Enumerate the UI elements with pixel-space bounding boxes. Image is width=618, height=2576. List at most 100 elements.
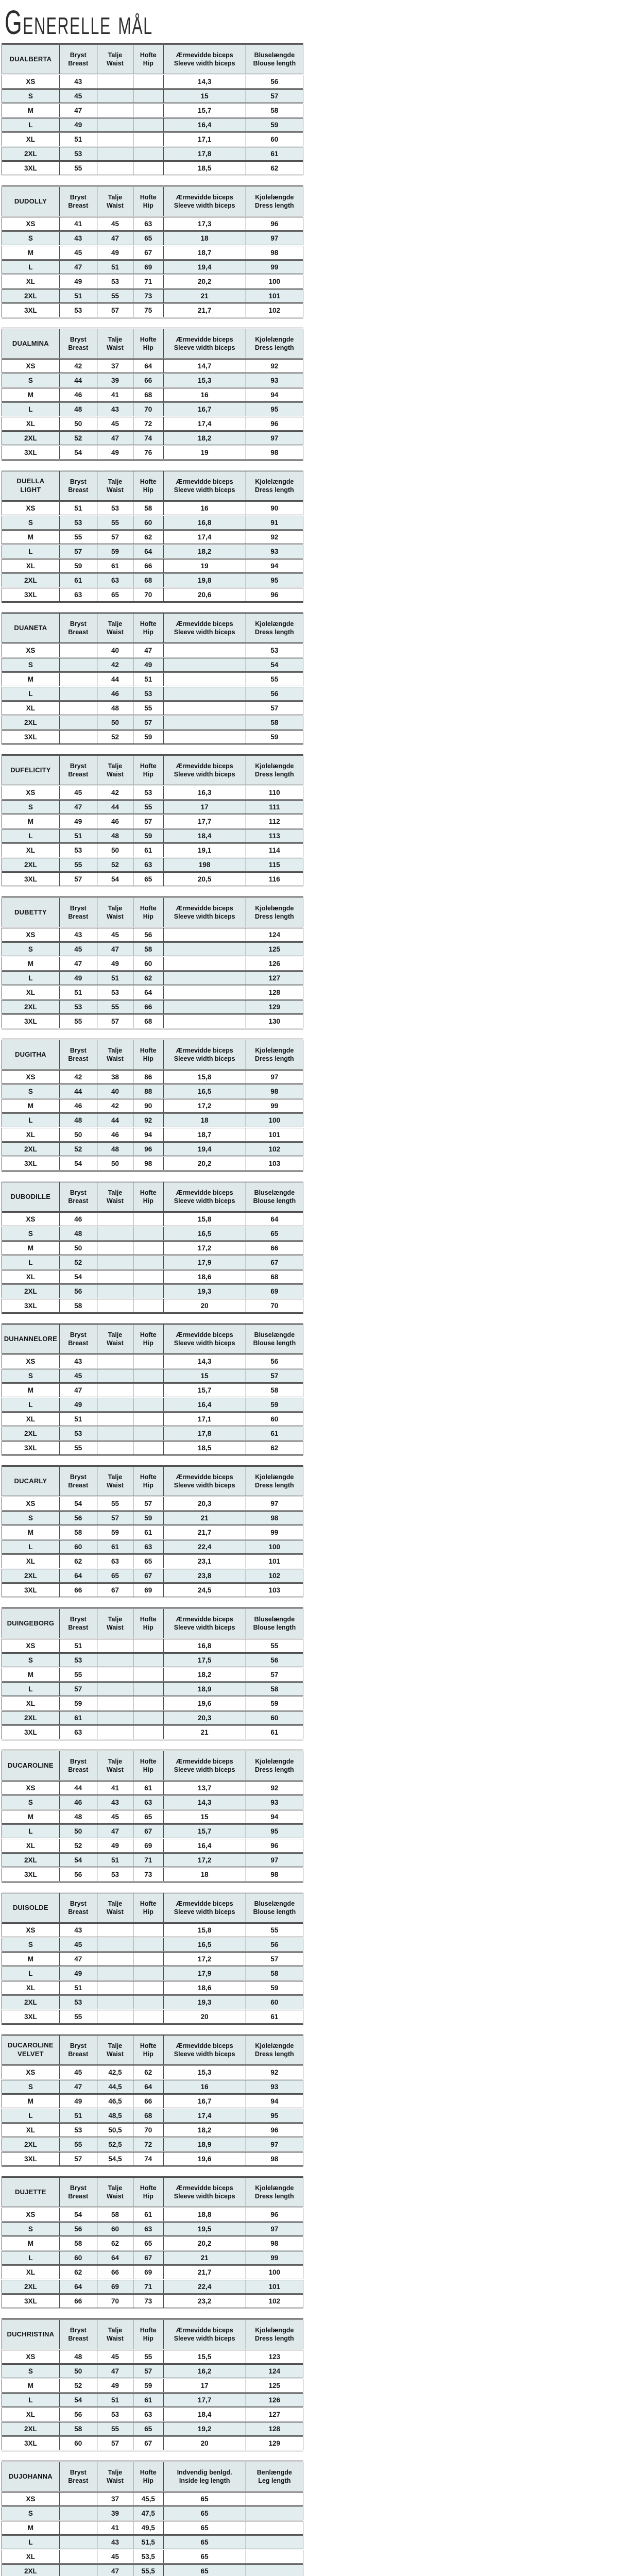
size-table-dualmina: DUALMINA Bryst Breast Talje Waist Hofte Hip Ærm…: [2, 328, 304, 461]
size-label: M: [2, 1240, 60, 1256]
measurement-value: [96, 117, 134, 133]
measurement-value: 42: [96, 785, 134, 801]
measurement-value: [133, 1965, 164, 1981]
measurement-value: 53: [59, 1652, 97, 1668]
measurement-value: 67: [133, 1823, 164, 1839]
size-table-duisolde: DUISOLDE Bryst Breast Talje Waist Hofte Hip Ærm…: [2, 1892, 304, 2025]
size-label: S: [2, 941, 60, 957]
measurement-value: 51: [59, 1980, 97, 1996]
measurement-value: 65: [163, 2520, 246, 2536]
measurement-value: 45: [59, 245, 97, 261]
measurement-value: 114: [245, 842, 304, 858]
measurement-value: 57: [245, 1667, 304, 1683]
measurement-value: 130: [245, 1013, 304, 1029]
measurement-value: 18,7: [163, 245, 246, 261]
measurement-value: [59, 2549, 97, 2565]
column-header: Kjolelængde Dress length: [245, 1750, 304, 1782]
measurement-value: 18,5: [163, 1440, 246, 1456]
measurement-value: 70: [96, 2293, 134, 2309]
measurement-value: [133, 146, 164, 162]
measurement-value: 99: [245, 1098, 304, 1114]
measurement-value: 48: [59, 401, 97, 417]
measurement-value: 53: [59, 2122, 97, 2138]
table-row: 2XL 55 52,5 72 18,9 97: [2, 2137, 304, 2153]
column-header: Bryst Breast: [59, 328, 97, 360]
size-label: XL: [2, 1553, 60, 1569]
measurement-value: [96, 1951, 134, 1967]
measurement-value: 63: [59, 1724, 97, 1740]
measurement-value: 60: [133, 956, 164, 972]
measurement-value: 60: [59, 1539, 97, 1555]
size-label: M: [2, 1809, 60, 1825]
measurement-value: 60: [96, 2221, 134, 2237]
measurement-value: 127: [245, 2406, 304, 2422]
measurement-value: [96, 1255, 134, 1270]
size-label: M: [2, 956, 60, 972]
measurement-value: 46: [96, 814, 134, 829]
size-label: 2XL: [2, 715, 60, 731]
measurement-value: 98: [133, 1156, 164, 1172]
size-label: XL: [2, 1838, 60, 1854]
measurement-value: [245, 2520, 304, 2536]
size-label: M: [2, 814, 60, 829]
size-label: 2XL: [2, 1710, 60, 1726]
measurement-value: 58: [245, 715, 304, 731]
table-row: XL 51 17,1 60: [2, 131, 304, 147]
measurement-value: 47: [96, 230, 134, 246]
measurement-value: 65: [133, 2421, 164, 2437]
table-title: DUJOHANNA: [2, 2461, 60, 2493]
measurement-value: 98: [245, 1510, 304, 1526]
measurement-value: 20,5: [163, 871, 246, 887]
size-label: M: [2, 103, 60, 118]
column-header: Ærmevidde biceps Sleeve width biceps: [163, 612, 246, 644]
measurement-value: 47: [96, 2563, 134, 2576]
measurement-value: 61: [96, 558, 134, 574]
measurement-value: 126: [245, 2392, 304, 2408]
column-header: Ærmevidde biceps Sleeve width biceps: [163, 754, 246, 786]
measurement-value: 45: [59, 2064, 97, 2080]
size-label: XL: [2, 700, 60, 716]
measurement-value: 49: [59, 117, 97, 133]
measurement-value: 92: [245, 529, 304, 545]
table-row: L 60 64 67 21 99: [2, 2250, 304, 2266]
measurement-value: 63: [96, 572, 134, 588]
size-label: 3XL: [2, 2293, 60, 2309]
column-header: Kjolelængde Dress length: [245, 612, 304, 644]
measurement-value: [133, 1368, 164, 1384]
table-row: L 48 44 92 18 100: [2, 1112, 304, 1128]
size-label: S: [2, 230, 60, 246]
measurement-value: 100: [245, 2264, 304, 2280]
measurement-value: 96: [245, 416, 304, 432]
measurement-value: 97: [245, 1852, 304, 1868]
table-row: M 46 42 90 17,2 99: [2, 1098, 304, 1114]
column-header: Hofte Hip: [133, 1607, 164, 1639]
measurement-value: [163, 657, 246, 673]
measurement-value: 69: [133, 1582, 164, 1598]
measurement-value: [96, 1980, 134, 1996]
measurement-value: 72: [133, 416, 164, 432]
measurement-value: 19,8: [163, 572, 246, 588]
measurement-value: 69: [245, 1283, 304, 1299]
measurement-value: [59, 2520, 97, 2536]
size-label: XS: [2, 2207, 60, 2223]
measurement-value: 16,8: [163, 1638, 246, 1654]
measurement-value: 37: [96, 2491, 134, 2507]
size-label: S: [2, 1226, 60, 1242]
table-row: 3XL 55 18,5 62: [2, 160, 304, 176]
measurement-value: [133, 1283, 164, 1299]
table-row: M 58 59 61 21,7 99: [2, 1524, 304, 1540]
measurement-value: 74: [133, 2151, 164, 2167]
measurement-value: [133, 1652, 164, 1668]
table-row: S 47 44 55 17 111: [2, 799, 304, 815]
measurement-value: 55: [59, 1440, 97, 1456]
measurement-value: [96, 1994, 134, 2010]
measurement-value: 58: [245, 1382, 304, 1398]
measurement-value: 17: [163, 799, 246, 815]
measurement-value: 49: [59, 274, 97, 290]
measurement-value: 47: [59, 259, 97, 275]
measurement-value: 58: [245, 103, 304, 118]
table-row: S 46 43 63 14,3 93: [2, 1794, 304, 1810]
column-header: Bryst Breast: [59, 2034, 97, 2066]
measurement-value: 96: [245, 216, 304, 232]
table-title: DUBODILLE: [2, 1181, 60, 1213]
